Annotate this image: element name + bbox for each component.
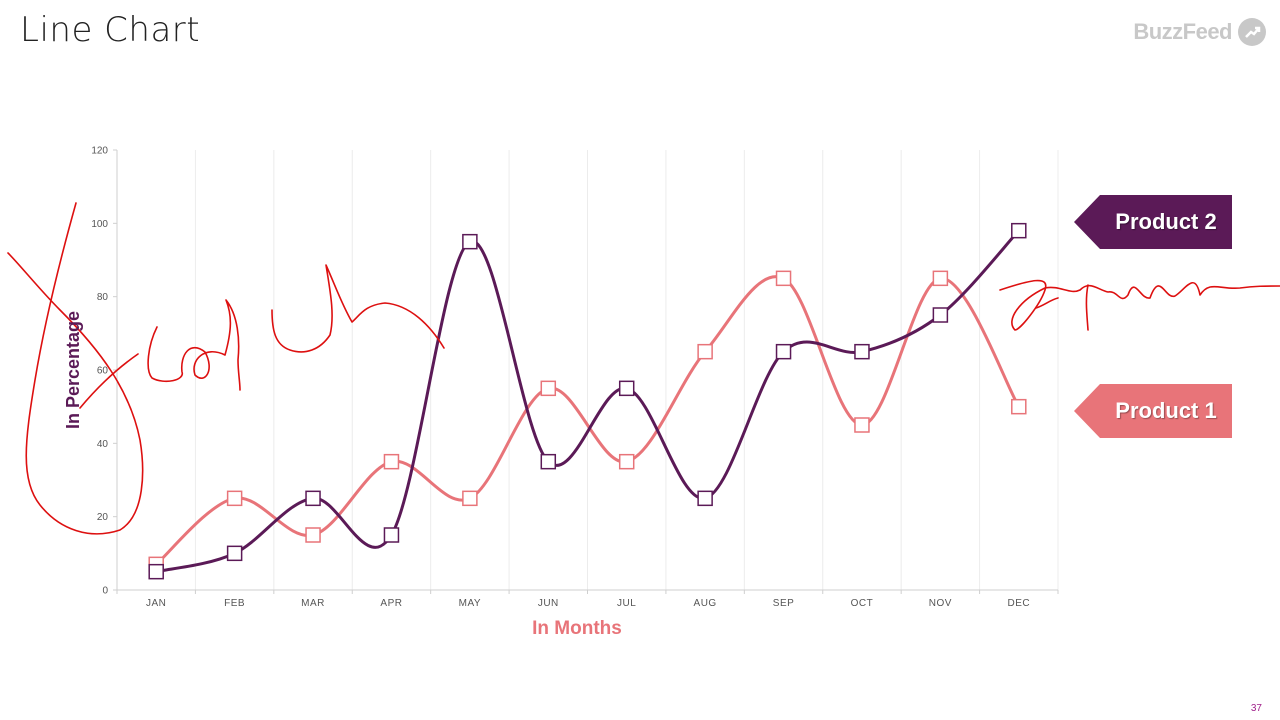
data-point-product-2 <box>383 527 400 543</box>
legend-product-2-label: Product 2 <box>1115 209 1217 234</box>
legend-product-2: Product 2 <box>1074 195 1232 249</box>
data-point-product-2 <box>1011 222 1027 239</box>
y-tick-label: 120 <box>91 146 108 157</box>
x-axis-title: In Months <box>532 618 622 639</box>
y-tick-label: 20 <box>97 512 109 523</box>
annotation-stroke <box>79 353 139 409</box>
data-point-product-1 <box>383 453 400 470</box>
page-title: Line Chart <box>20 10 201 50</box>
annotation-stroke <box>1085 284 1089 331</box>
data-point-product-1 <box>618 453 635 470</box>
data-point-product-1 <box>540 380 557 397</box>
data-point-product-2 <box>462 233 478 250</box>
annotation-stroke <box>999 279 1280 331</box>
handwritten-annotations <box>7 202 1280 535</box>
data-point-product-1 <box>854 417 870 433</box>
x-tick-label: APR <box>380 598 402 609</box>
data-point-product-1 <box>226 490 243 507</box>
legend-product-1-label: Product 1 <box>1115 398 1217 423</box>
annotation-stroke <box>147 299 241 391</box>
data-point-product-1 <box>932 270 949 287</box>
x-tick-label: FEB <box>224 598 245 609</box>
x-tick-label: OCT <box>851 598 874 609</box>
brand-logo: BuzzFeed <box>1133 18 1266 46</box>
y-tick-label: 80 <box>97 292 109 303</box>
data-point-product-1 <box>462 490 478 507</box>
y-tick-label: 60 <box>97 366 109 377</box>
brand-name: BuzzFeed <box>1133 19 1232 44</box>
legend-product-1: Product 1 <box>1074 384 1232 438</box>
data-point-product-1 <box>697 343 713 360</box>
data-point-product-2 <box>775 343 792 360</box>
y-tick-label: 40 <box>97 439 109 450</box>
x-tick-label: NOV <box>929 598 952 609</box>
data-point-product-2 <box>305 490 321 507</box>
page-number: 37 <box>1250 703 1262 714</box>
x-tick-label: DEC <box>1007 598 1030 609</box>
y-axis-title: In Percentage <box>63 310 83 430</box>
x-tick-label: SEP <box>773 598 795 609</box>
data-point-product-1 <box>775 270 792 287</box>
annotation-stroke <box>7 202 144 535</box>
data-point-product-2 <box>618 380 635 397</box>
data-point-product-2 <box>932 307 949 323</box>
data-point-product-1 <box>305 527 321 543</box>
data-point-product-2 <box>697 490 713 507</box>
x-tick-label: AUG <box>694 598 717 609</box>
data-point-product-2 <box>226 545 243 562</box>
data-point-product-2 <box>540 453 557 470</box>
annotation-stroke <box>271 264 445 353</box>
data-point-product-2 <box>854 343 870 360</box>
data-point-product-1 <box>1011 398 1027 415</box>
data-point-product-2 <box>148 563 164 580</box>
series-line-product-2 <box>155 229 1020 574</box>
x-tick-label: MAY <box>459 598 481 609</box>
x-tick-label: JUN <box>538 598 559 609</box>
x-tick-label: MAR <box>301 598 325 609</box>
y-tick-label: 100 <box>91 219 108 230</box>
x-tick-label: JUL <box>617 598 636 609</box>
annotation-stroke <box>1035 297 1059 309</box>
x-tick-label: JAN <box>146 598 166 609</box>
y-tick-label: 0 <box>102 586 108 597</box>
trending-arrow-icon <box>1238 18 1266 46</box>
